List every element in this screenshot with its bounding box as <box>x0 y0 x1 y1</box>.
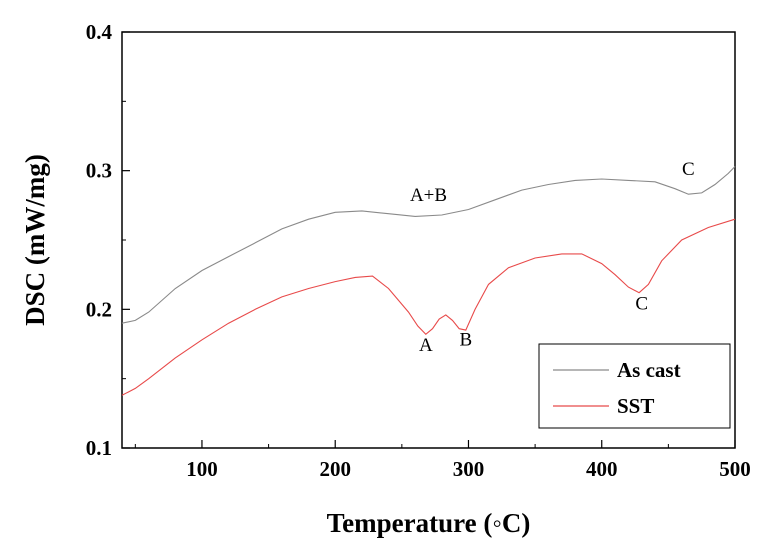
x-tick-label: 200 <box>319 457 351 481</box>
legend-label: As cast <box>617 358 681 382</box>
peak-annotation: C <box>635 293 648 314</box>
peak-annotation: B <box>459 329 472 350</box>
legend: As cast SST <box>538 343 731 429</box>
peak-annotation: C <box>682 159 695 180</box>
y-tick-label: 0.2 <box>86 297 112 321</box>
legend-box <box>538 343 731 429</box>
axes: 100 200 300 400 500 0.1 0.2 0.3 0.4 <box>86 20 751 481</box>
x-tick-label: 100 <box>186 457 218 481</box>
x-tick-label: 400 <box>586 457 618 481</box>
series-line-1 <box>121 166 736 324</box>
peak-annotation: A+B <box>410 185 447 206</box>
series-line-2 <box>121 218 736 396</box>
x-tick-label: 300 <box>453 457 485 481</box>
y-axis-title: DSC (mW/mg) <box>20 154 50 326</box>
series-layer <box>121 166 736 396</box>
x-tick-label: 500 <box>719 457 751 481</box>
peak-annotation: A <box>419 335 433 356</box>
annotation-layer: A+B A B C C <box>410 159 695 356</box>
y-tick-label: 0.1 <box>86 436 112 460</box>
y-tick-label: 0.4 <box>86 20 113 44</box>
legend-label: SST <box>617 394 654 418</box>
y-tick-label: 0.3 <box>86 159 112 183</box>
x-axis-title: Temperature (◦C) <box>327 508 531 538</box>
